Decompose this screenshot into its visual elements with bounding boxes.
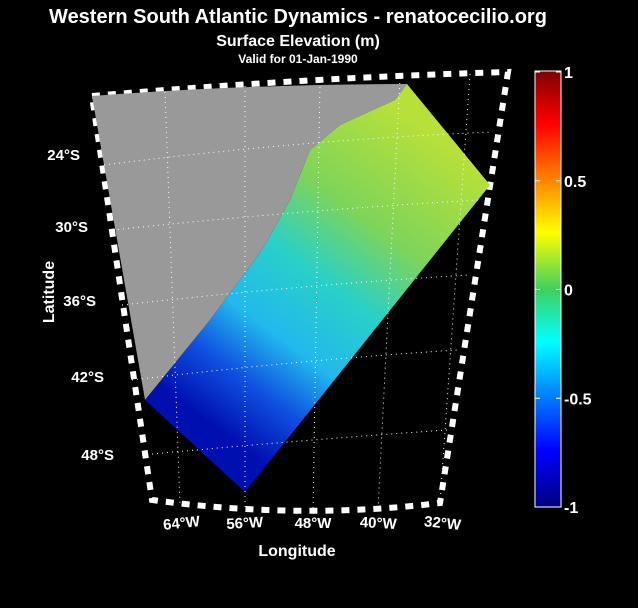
lat-label: 30°S	[55, 219, 88, 236]
lat-label: 24°S	[47, 147, 80, 164]
subtitle: Surface Elevation (m)	[216, 33, 380, 50]
colorbar-tick-label: -0.5	[564, 391, 592, 408]
land	[92, 84, 407, 400]
lon-label: 64°W	[162, 513, 201, 534]
lon-label: 48°W	[295, 515, 333, 532]
title: Western South Atlantic Dynamics - renato…	[49, 6, 547, 28]
lon-label: 40°W	[359, 514, 398, 533]
x-axis-label: Longitude	[258, 543, 335, 560]
lat-labels: 24°S 30°S 36°S 42°S 48°S	[47, 147, 114, 464]
colorbar-tick-label: 0.5	[564, 174, 586, 191]
valid-date: Valid for 01-Jan-1990	[238, 52, 358, 66]
lat-label: 48°S	[81, 447, 114, 464]
graticule	[103, 73, 493, 513]
colorbar-ticks: 1 0.5 0 -0.5 -1	[535, 65, 592, 517]
colorbar-tick-label: -1	[564, 500, 578, 517]
lon-labels: 64°W 56°W 48°W 40°W 32°W	[162, 513, 462, 534]
lon-label: 56°W	[226, 514, 265, 533]
colorbar-tick-label: 0	[564, 283, 573, 300]
lon-label: 32°W	[423, 513, 462, 534]
y-axis-label: Latitude	[41, 261, 58, 323]
colorbar-tick-label: 1	[564, 65, 573, 82]
ocean-elevation	[145, 84, 490, 492]
lat-label: 42°S	[71, 369, 104, 386]
lat-label: 36°S	[63, 293, 96, 310]
